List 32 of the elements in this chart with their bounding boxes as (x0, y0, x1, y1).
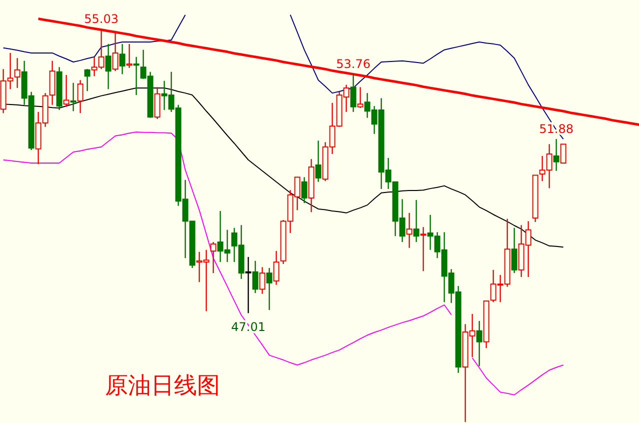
candlestick (245, 256, 252, 314)
annotation: 55.03 (84, 12, 118, 26)
candlestick (133, 56, 140, 96)
candlestick (476, 320, 482, 367)
candlestick (126, 43, 132, 69)
candlestick (252, 260, 258, 294)
candlestick (301, 176, 308, 204)
candlestick (84, 68, 90, 92)
candlestick (420, 226, 426, 272)
candlestick (63, 74, 70, 108)
candlestick (70, 82, 76, 112)
candlestick (259, 266, 266, 294)
candlestick (315, 140, 322, 182)
candlestick (413, 199, 420, 243)
candlestick (553, 138, 560, 172)
candlestick (511, 227, 518, 274)
candlestick (112, 32, 118, 72)
candlestick (350, 73, 356, 113)
candlestick (77, 79, 84, 114)
candlestick (560, 144, 566, 164)
candlestick (154, 86, 160, 120)
candlestick (273, 250, 280, 286)
candlestick (105, 43, 112, 90)
annotation: 53.76 (336, 56, 370, 71)
candlestick (266, 267, 272, 311)
candlestick (406, 212, 412, 248)
candlestick (119, 43, 126, 75)
candlestick (14, 57, 20, 89)
candlestick (357, 86, 364, 109)
candlestick (210, 241, 216, 274)
text: 原油日线图 (105, 373, 220, 399)
candlestick (49, 60, 56, 106)
